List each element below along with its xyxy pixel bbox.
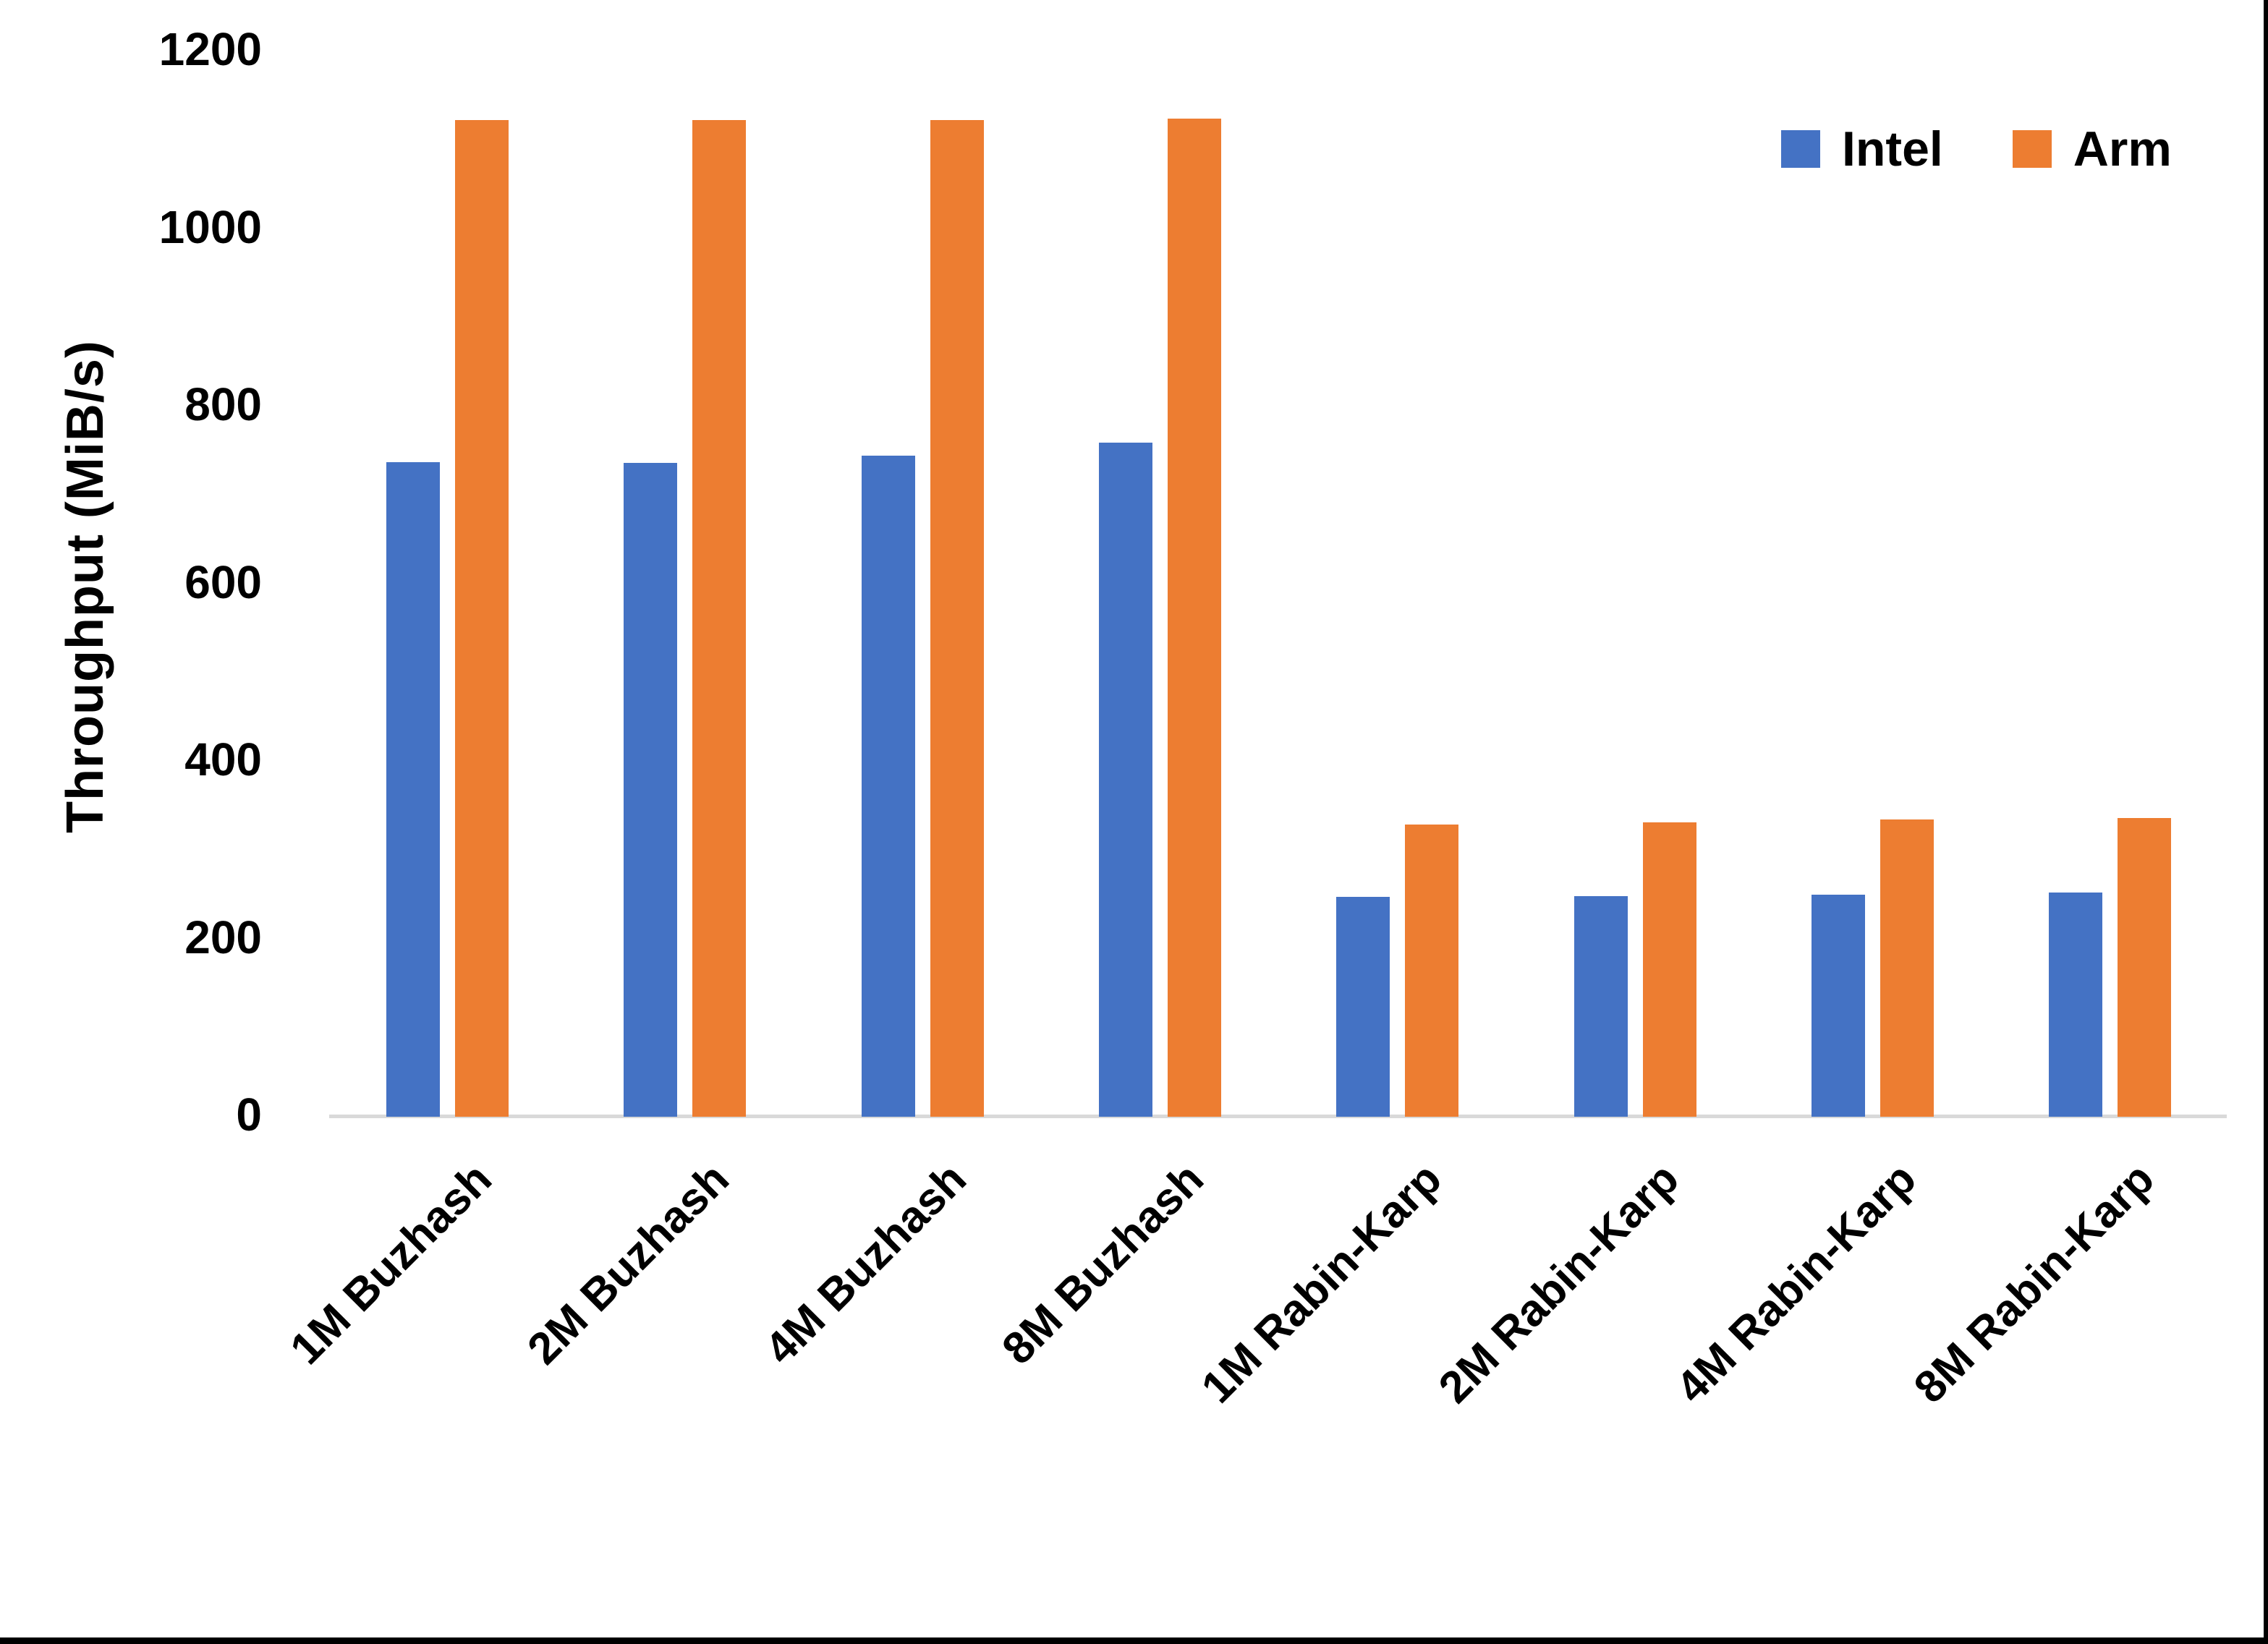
legend-label: Intel [1842, 122, 1943, 176]
legend-swatch-arm [2012, 130, 2052, 168]
legend-item-intel: Intel [1781, 124, 1943, 174]
bar-intel-2 [624, 463, 678, 1117]
bar-arm-6 [1642, 822, 1696, 1117]
bar-intel-5 [1336, 897, 1390, 1117]
y-tick-label: 400 [184, 733, 262, 785]
bar-arm-4 [1167, 118, 1221, 1117]
y-tick-label: 600 [184, 555, 262, 608]
bar-intel-3 [861, 456, 915, 1117]
legend-item-arm: Arm [2012, 122, 2172, 176]
bar-arm-2 [692, 120, 747, 1117]
bar-intel-7 [1811, 894, 1865, 1117]
bar-arm-3 [930, 120, 984, 1117]
bar-arm-5 [1405, 824, 1459, 1117]
bar-arm-1 [455, 120, 509, 1117]
window-edge-bottom [0, 1637, 2268, 1644]
legend-swatch-intel [1781, 130, 1820, 168]
bar-arm-7 [1880, 819, 1934, 1117]
bar-intel-4 [1098, 442, 1152, 1117]
legend-label: Arm [2073, 122, 2172, 176]
bar-intel-6 [1573, 896, 1628, 1117]
y-tick-label: 1200 [158, 23, 262, 75]
y-tick-label: 200 [184, 911, 262, 963]
window-edge-right [2264, 0, 2268, 1644]
legend: Intel Arm [1781, 124, 2172, 174]
bar-arm-8 [2118, 818, 2172, 1117]
x-axis-line [329, 1115, 2227, 1118]
bar-intel-8 [2049, 893, 2103, 1117]
y-tick-label: 1000 [158, 200, 262, 253]
bar-intel-1 [386, 461, 440, 1117]
y-tick-label: 800 [184, 378, 262, 430]
y-tick-label: 0 [236, 1089, 262, 1141]
